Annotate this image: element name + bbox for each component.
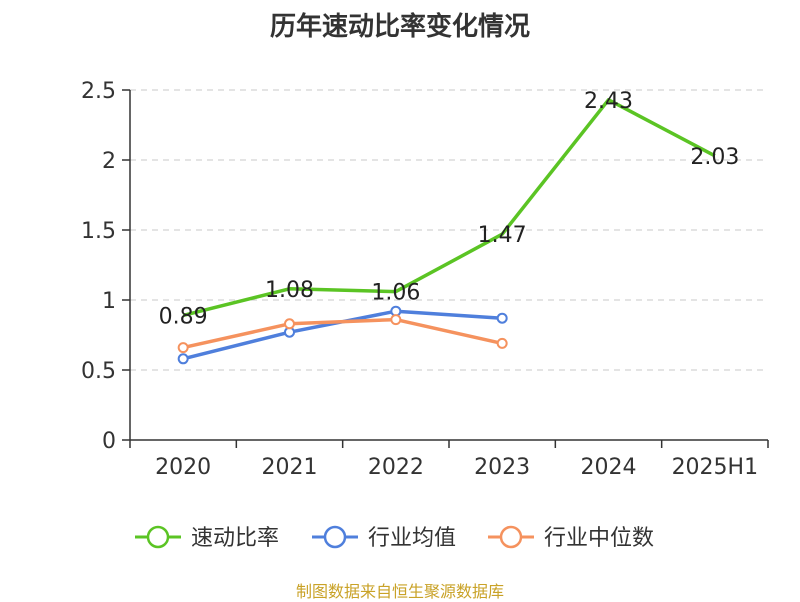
data-label: 2.43 [584, 89, 633, 114]
data-source-note: 制图数据来自恒生聚源数据库 [295, 582, 504, 601]
legend-label: 行业中位数 [544, 526, 654, 551]
series-line-2 [182, 317, 503, 350]
data-label: 1.47 [478, 223, 527, 248]
y-tick-label: 0.5 [81, 359, 116, 384]
x-tick-label: 2020 [155, 455, 211, 480]
legend-item-1[interactable]: 行业均值 [312, 525, 456, 551]
x-tick-label: 2022 [368, 455, 424, 480]
x-tick-label: 2024 [581, 455, 637, 480]
data-point [177, 342, 189, 354]
data-label: 1.08 [265, 278, 314, 303]
data-point [496, 337, 508, 349]
legend-item-0[interactable]: 速动比率 [135, 525, 279, 551]
legend[interactable]: 速动比率 行业均值 行业中位数 [135, 525, 654, 551]
data-label: 1.06 [371, 281, 420, 306]
data-point [390, 314, 402, 326]
y-tick-label: 1 [102, 289, 116, 314]
x-tick-label: 2025H1 [672, 455, 759, 480]
grid-lines [130, 89, 768, 371]
x-tick-label: 2023 [474, 455, 530, 480]
data-point [177, 353, 189, 365]
x-tick-label: 2021 [262, 455, 318, 480]
y-tick-label: 2.5 [81, 79, 116, 104]
axes: 0 0.5 1 1.5 2 2.5 2020 2021 2022 2023 2024 2025H1 [81, 79, 769, 480]
data-label: 2.03 [690, 145, 739, 170]
chart-title: 历年速动比率变化情况 [269, 12, 530, 42]
data-labels: 0.89 1.08 1.06 1.47 2.43 2.03 [159, 89, 740, 330]
data-point [284, 318, 295, 330]
legend-label: 行业均值 [368, 526, 456, 551]
legend-marker [146, 525, 170, 549]
data-point [496, 312, 508, 324]
legend-marker [323, 525, 347, 549]
y-tick-label: 2 [102, 149, 116, 174]
legend-item-2[interactable]: 行业中位数 [488, 525, 654, 551]
legend-marker [499, 525, 523, 549]
series-lines [177, 98, 716, 365]
series-line-1 [182, 309, 503, 361]
series-line-0 [182, 98, 716, 318]
y-tick-label: 1.5 [81, 219, 116, 244]
data-label: 0.89 [159, 304, 208, 329]
y-tick-label: 0 [102, 429, 116, 454]
legend-label: 速动比率 [191, 526, 279, 551]
